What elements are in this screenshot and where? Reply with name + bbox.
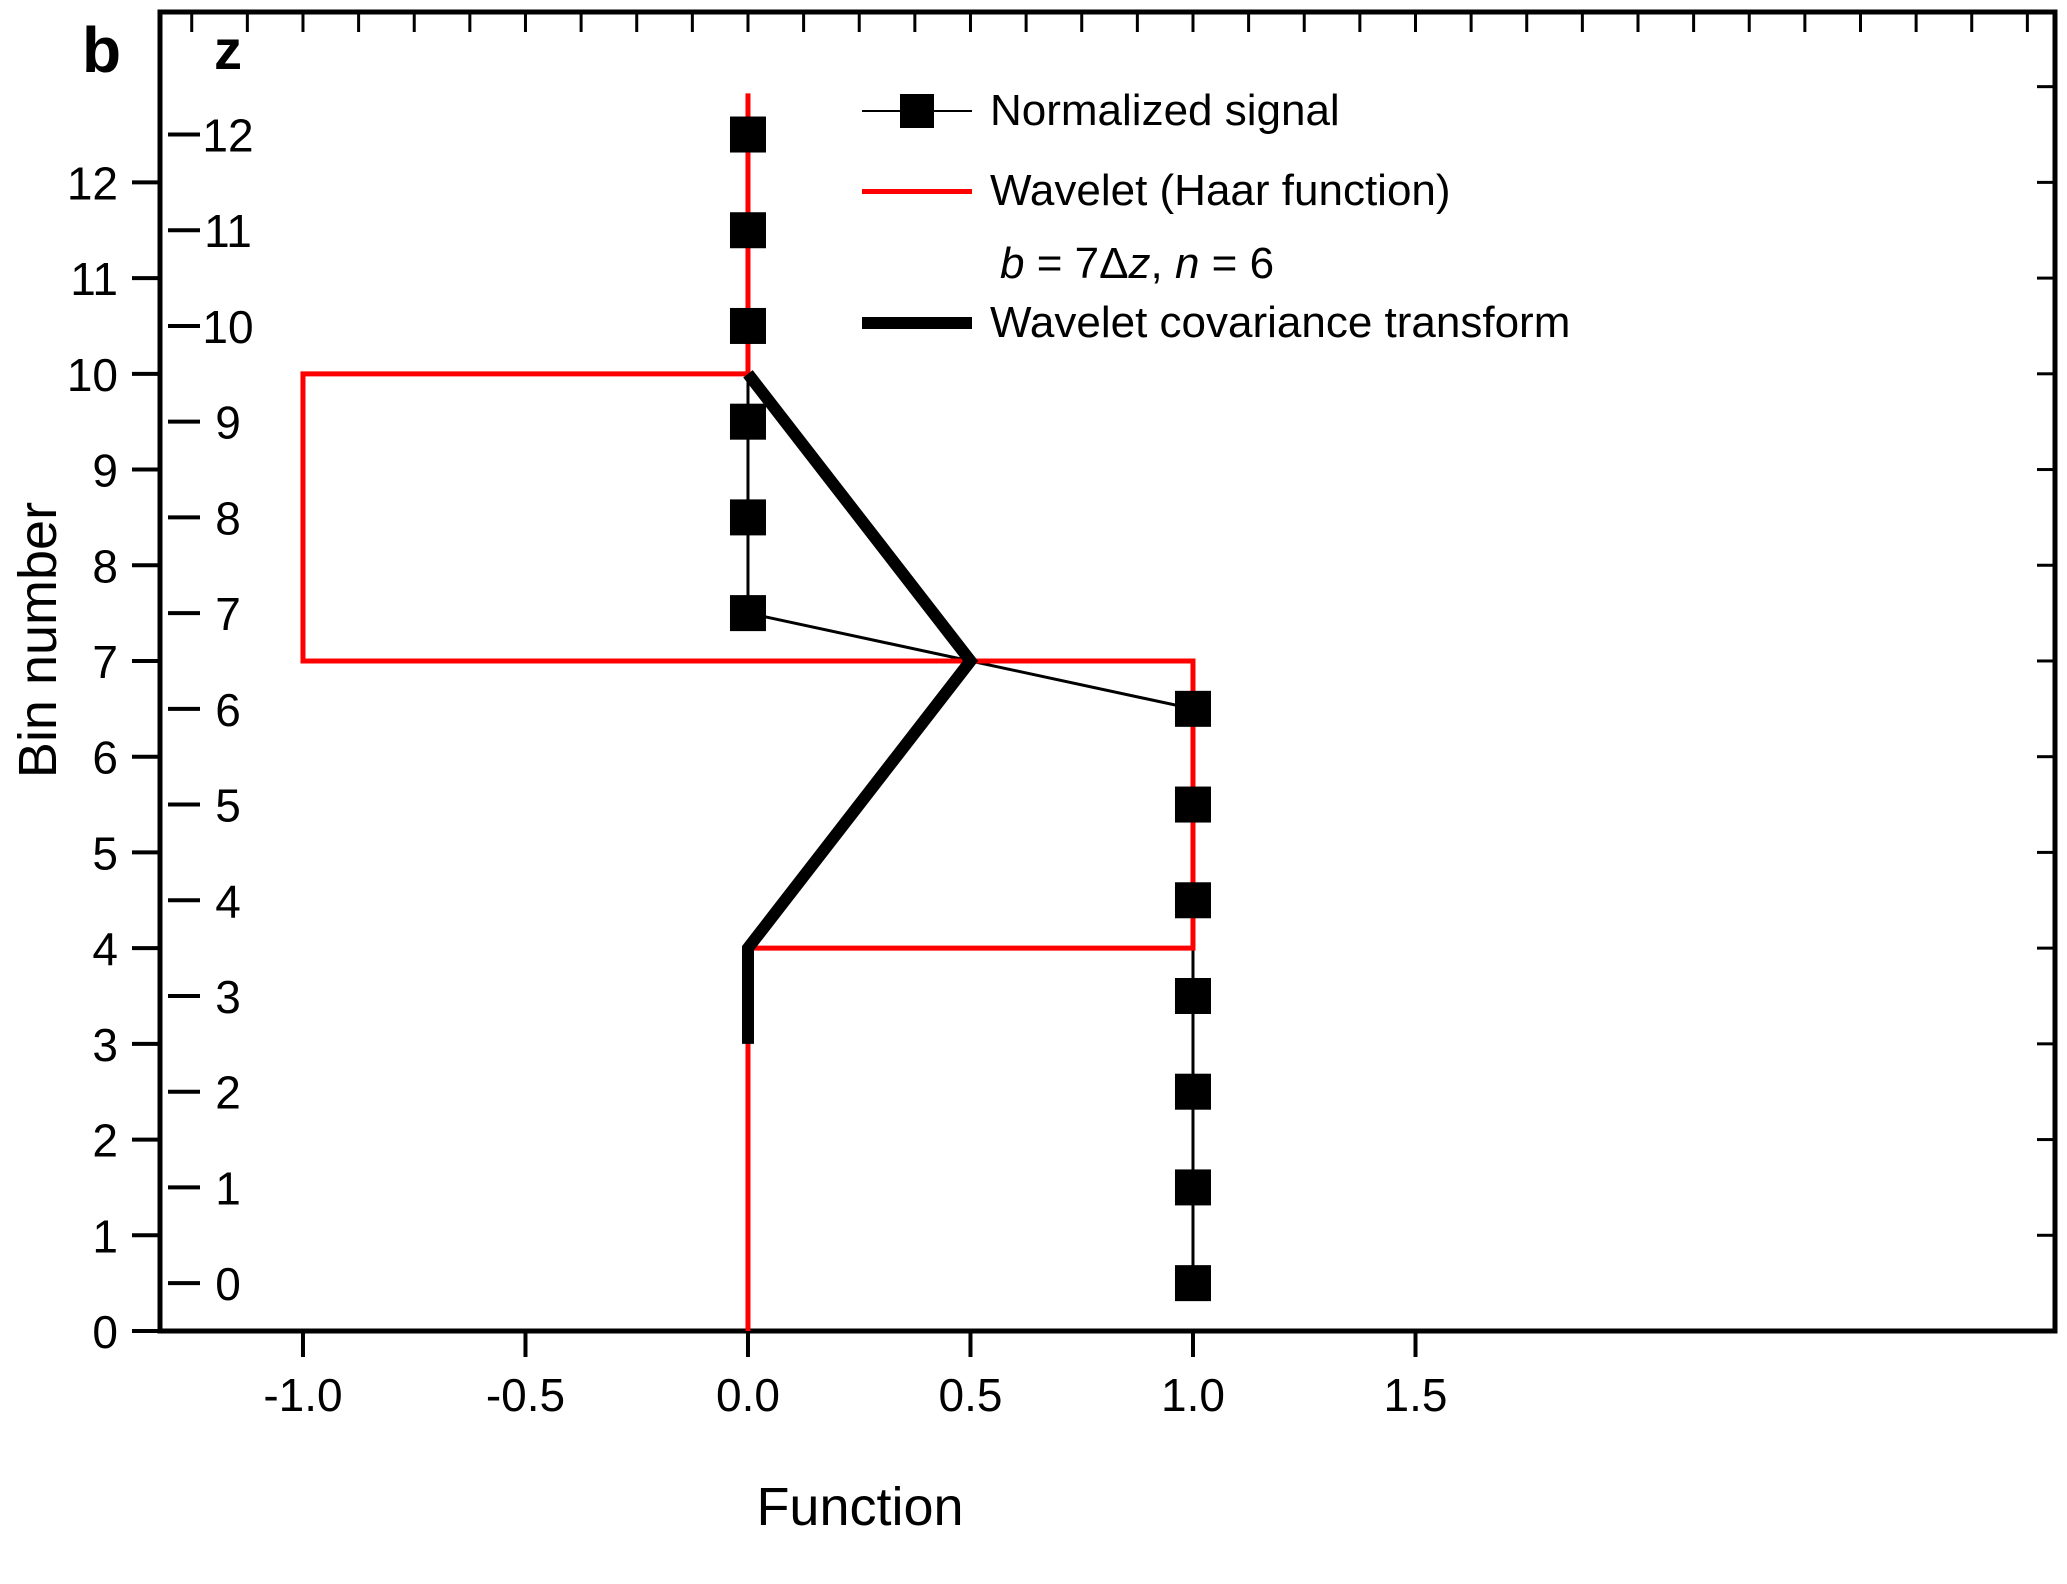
bin-tick-label: 9 — [92, 445, 118, 497]
square-marker-icon — [1174, 690, 1211, 727]
x-tick-label: 1.5 — [1384, 1369, 1448, 1421]
legend-annotation: b = 7Δz, n = 6 — [1000, 239, 1275, 288]
legend-item-normalized-signal: Normalized signal — [862, 79, 1340, 143]
series-wavelet-haar — [300, 93, 1196, 1331]
bin-tick-label: 11 — [70, 253, 118, 305]
square-marker-icon — [729, 499, 766, 536]
legend-item-annotation: b = 7Δz, n = 6 — [862, 232, 1274, 296]
legend-red-line-icon — [862, 159, 972, 223]
right-axis-ticks — [2037, 85, 2053, 1237]
x-tick-label: 0.0 — [716, 1369, 780, 1421]
z-tick-label: 0 — [215, 1258, 241, 1310]
legend-thick-line — [862, 317, 972, 329]
z-tick-label: 12 — [202, 110, 253, 162]
bin-tick-label: 2 — [92, 1115, 118, 1167]
square-marker-icon — [729, 595, 766, 632]
z-tick-label: 8 — [215, 492, 241, 544]
legend-line-with-square-icon — [862, 79, 972, 143]
bin-tick-label: 5 — [92, 827, 118, 879]
square-marker-icon — [1174, 786, 1211, 823]
square-marker-icon — [1174, 1073, 1211, 1110]
x-tick-label: -1.0 — [263, 1369, 342, 1421]
x-axis-bottom: -1.0 -0.5 0.0 0.5 1.0 1.5 — [263, 1331, 1447, 1421]
y-axis-title: Bin number — [8, 501, 68, 779]
z-tick-label: 9 — [215, 397, 241, 449]
x-tick-label: 0.5 — [939, 1369, 1003, 1421]
panel-label: b — [82, 14, 122, 86]
normalized-signal-markers — [729, 116, 1211, 1302]
bin-tick-label: 4 — [92, 923, 118, 975]
z-tick-label: 6 — [215, 684, 241, 736]
square-marker-icon — [729, 307, 766, 344]
z-axis-title: z — [214, 18, 242, 81]
square-marker-icon — [729, 116, 766, 153]
bin-tick-label: 1 — [92, 1210, 118, 1262]
square-marker-icon — [1174, 1169, 1211, 1206]
z-tick-label: 1 — [215, 1162, 241, 1214]
legend-thick-line-icon — [862, 291, 972, 355]
legend: Normalized signal Wavelet (Haar function… — [862, 79, 1622, 369]
square-marker-icon — [729, 403, 766, 440]
legend-label-wavelet-haar: Wavelet (Haar function) — [990, 166, 1451, 215]
x-axis-top-ticks — [190, 14, 2029, 32]
square-marker-icon — [729, 212, 766, 249]
legend-item-wct: Wavelet covariance transform — [862, 291, 1570, 355]
legend-item-wavelet-haar: Wavelet (Haar function) — [862, 159, 1451, 223]
x-tick-label: -0.5 — [486, 1369, 565, 1421]
bin-tick-label: 7 — [92, 636, 118, 688]
z-tick-label: 7 — [215, 588, 241, 640]
bin-tick-label: 6 — [92, 732, 118, 784]
bin-tick-label: 10 — [67, 349, 118, 401]
plot-frame — [157, 9, 2058, 1334]
x-tick-label: 1.0 — [1161, 1369, 1225, 1421]
bin-tick-label: 12 — [67, 157, 118, 209]
z-tick-label: 5 — [215, 780, 241, 832]
legend-label-normalized-signal: Normalized signal — [990, 86, 1340, 135]
square-marker-icon — [1174, 1265, 1211, 1302]
legend-square-marker-icon — [900, 94, 934, 128]
series-wavelet-covariance-transform — [741, 370, 979, 1044]
legend-label-wct: Wavelet covariance transform — [990, 298, 1571, 347]
legend-red-line — [862, 189, 972, 194]
bin-tick-label: 3 — [92, 1019, 118, 1071]
square-marker-icon — [1174, 977, 1211, 1014]
bin-tick-label: 0 — [92, 1306, 118, 1358]
z-tick-label: 3 — [215, 971, 241, 1023]
z-tick-label: 2 — [215, 1067, 241, 1119]
x-axis-title: Function — [756, 1477, 964, 1537]
z-tick-label: 10 — [202, 301, 253, 353]
square-marker-icon — [1174, 882, 1211, 919]
bin-tick-label: 8 — [92, 540, 118, 592]
z-tick-label: 4 — [215, 875, 241, 927]
z-tick-label: 11 — [204, 205, 252, 257]
